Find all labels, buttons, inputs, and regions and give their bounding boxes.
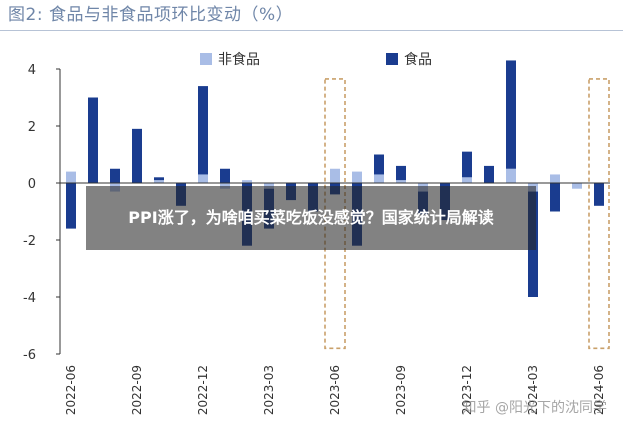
- food-bar-2023-08: [374, 154, 384, 175]
- headline-overlay[interactable]: PPI涨了，为啥咱买菜吃饭没感觉？国家统计局解读: [86, 186, 536, 250]
- non-food-bar-2023-03: [264, 183, 274, 189]
- x-tick-label: 2022-09: [130, 365, 144, 415]
- x-tick-label: 2024-03: [526, 365, 540, 415]
- food-bar-2022-07: [88, 97, 98, 183]
- non-food-bar-2022-12: [198, 174, 208, 183]
- x-tick-label: 2024-06: [592, 365, 606, 415]
- non-food-bar-2023-08: [374, 174, 384, 183]
- food-bar-2022-08: [110, 168, 120, 183]
- non-food-bar-2022-06: [66, 171, 76, 183]
- y-tick-label: -2: [23, 234, 36, 249]
- food-bar-2022-12: [198, 86, 208, 175]
- y-tick-label: 2: [28, 120, 36, 135]
- food-bar-2024-06: [594, 183, 604, 206]
- non-food-bar-2023-09: [396, 180, 406, 183]
- headline-text[interactable]: PPI涨了，为啥咱买菜吃饭没感觉？国家统计局解读: [128, 208, 494, 227]
- legend-label-non-food: 非食品: [218, 51, 260, 68]
- food-bar-2022-06: [66, 183, 76, 229]
- food-bar-2023-12: [462, 151, 472, 178]
- non-food-bar-2024-05: [572, 183, 582, 189]
- food-bar-2023-01: [220, 168, 230, 183]
- food-bar-2022-10: [154, 177, 164, 181]
- non-food-bar-2023-07: [352, 171, 362, 183]
- chart-title: 图2: 食品与非食品项环比变动（%）: [8, 5, 294, 25]
- food-bar-2024-02: [506, 60, 516, 169]
- y-tick-label: -6: [23, 348, 36, 363]
- non-food-bar-2023-06: [330, 168, 340, 183]
- non-food-bar-2023-02: [242, 180, 252, 183]
- non-food-bar-2023-01: [220, 183, 230, 189]
- food-bar-2023-09: [396, 165, 406, 181]
- legend-swatch-food: [386, 53, 398, 65]
- y-tick-label: -4: [23, 291, 36, 306]
- food-bar-2024-04: [550, 183, 560, 212]
- watermark: 知乎 @阳光下的沈同学: [462, 400, 607, 416]
- x-tick-label: 2023-09: [394, 365, 408, 415]
- food-bar-2022-09: [132, 128, 142, 183]
- x-tick-label: 2022-06: [64, 365, 78, 415]
- title-divider: [0, 30, 623, 31]
- non-food-bar-2024-04: [550, 174, 560, 183]
- y-tick-label: 0: [28, 177, 36, 192]
- food-bar-2024-01: [484, 165, 494, 183]
- highlight-box: [588, 78, 610, 350]
- legend-swatch-non-food: [200, 53, 212, 65]
- legend-label-food: 食品: [404, 51, 432, 68]
- x-tick-label: 2023-06: [328, 365, 342, 415]
- x-tick-label: 2022-12: [196, 365, 210, 415]
- non-food-bar-2024-02: [506, 168, 516, 183]
- x-tick-label: 2023-12: [460, 365, 474, 415]
- x-tick-label: 2023-03: [262, 365, 276, 415]
- non-food-bar-2023-12: [462, 177, 472, 183]
- y-tick-label: 4: [28, 63, 36, 78]
- non-food-bar-2022-10: [154, 180, 164, 183]
